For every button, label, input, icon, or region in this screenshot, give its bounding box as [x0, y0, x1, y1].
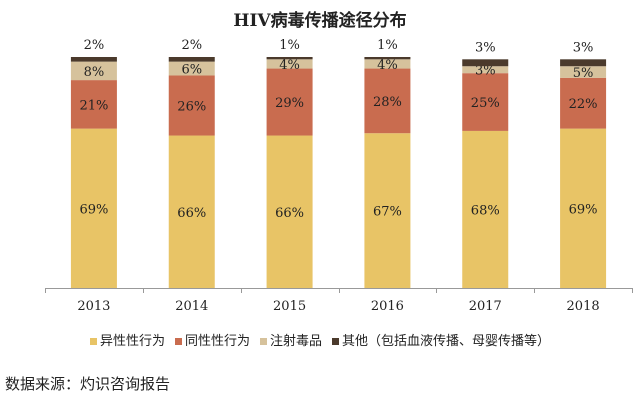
- bar-segment: [560, 128, 607, 288]
- legend: 异性性行为 同性性行为 注射毒品 其他（包括血液传播、母婴传播等）: [0, 330, 640, 349]
- data-label: 28%: [373, 95, 402, 110]
- legend-item: 其他（包括血液传播、母婴传播等）: [332, 330, 550, 349]
- x-tick-label: 2014: [175, 299, 208, 314]
- data-label: 26%: [177, 100, 206, 115]
- bar-segment: [266, 57, 313, 60]
- data-label: 6%: [181, 63, 202, 78]
- data-label: 66%: [275, 206, 304, 221]
- bar-segment: [168, 75, 215, 136]
- bar-segment: [70, 57, 117, 62]
- bar-segment: [462, 66, 509, 74]
- bar-segment: [266, 59, 313, 69]
- data-label: 22%: [569, 97, 598, 112]
- legend-swatch: [89, 338, 97, 345]
- data-label: 25%: [471, 96, 500, 111]
- data-label: 2%: [84, 38, 105, 53]
- chart-title: HIV病毒传播途径分布: [233, 11, 407, 31]
- bar-segment: [462, 130, 509, 288]
- bar-segment: [266, 68, 313, 136]
- stacked-bar-chart: 2013 69% 21% 8% 2% 2014 66% 26% 6% 2% 2015 66% 29% 4%…: [45, 38, 633, 314]
- legend-item: 同性性行为: [174, 330, 250, 349]
- bar-segment: [560, 59, 607, 67]
- bar-segment: [462, 59, 509, 67]
- legend-label: 注射毒品: [270, 334, 323, 349]
- data-label: 29%: [275, 96, 304, 111]
- data-label: 66%: [177, 206, 206, 221]
- bar-segment: [70, 61, 117, 81]
- x-tick-label: 2018: [567, 299, 600, 314]
- data-label: 69%: [569, 202, 598, 217]
- legend-swatch: [174, 338, 182, 345]
- data-label: 69%: [79, 202, 108, 217]
- bar-segment: [364, 59, 411, 69]
- legend-label: 同性性行为: [184, 334, 250, 349]
- data-label: 3%: [573, 40, 594, 55]
- legend-label: 异性性行为: [99, 334, 165, 349]
- bar-segment: [168, 57, 215, 62]
- data-label: 8%: [84, 65, 105, 80]
- bar-segment: [168, 135, 215, 288]
- data-label: 3%: [475, 64, 496, 79]
- legend-item: 注射毒品: [260, 330, 322, 349]
- bar-segment: [560, 77, 607, 129]
- legend-swatch: [332, 338, 340, 345]
- data-label: 1%: [377, 38, 398, 53]
- data-label: 1%: [279, 38, 300, 53]
- bar-segment: [70, 80, 117, 129]
- x-tick-label: 2016: [371, 299, 404, 314]
- data-label: 2%: [181, 38, 202, 53]
- data-label: 68%: [471, 203, 500, 218]
- data-label: 4%: [279, 58, 300, 73]
- bar-segment: [560, 66, 607, 78]
- legend-swatch: [260, 338, 267, 345]
- data-label: 5%: [573, 66, 594, 81]
- bar-segment: [364, 57, 411, 60]
- bar-segment: [266, 135, 313, 288]
- data-source-note: 数据来源：灼识咨询报告: [5, 375, 171, 393]
- x-tick-label: 2013: [77, 299, 110, 314]
- legend-label: 其他（包括血液传播、母婴传播等）: [342, 334, 551, 349]
- bar-segment: [462, 73, 509, 131]
- data-label: 67%: [373, 205, 402, 220]
- data-label: 4%: [377, 58, 398, 73]
- data-label: 3%: [475, 40, 496, 55]
- x-tick-label: 2015: [273, 299, 306, 314]
- bar-segment: [70, 128, 117, 288]
- legend-item: 异性性行为: [89, 330, 165, 349]
- bar-segment: [364, 68, 411, 134]
- bar-segment: [168, 61, 215, 76]
- bar-segment: [364, 133, 411, 288]
- x-tick-label: 2017: [469, 299, 502, 314]
- data-label: 21%: [79, 98, 108, 113]
